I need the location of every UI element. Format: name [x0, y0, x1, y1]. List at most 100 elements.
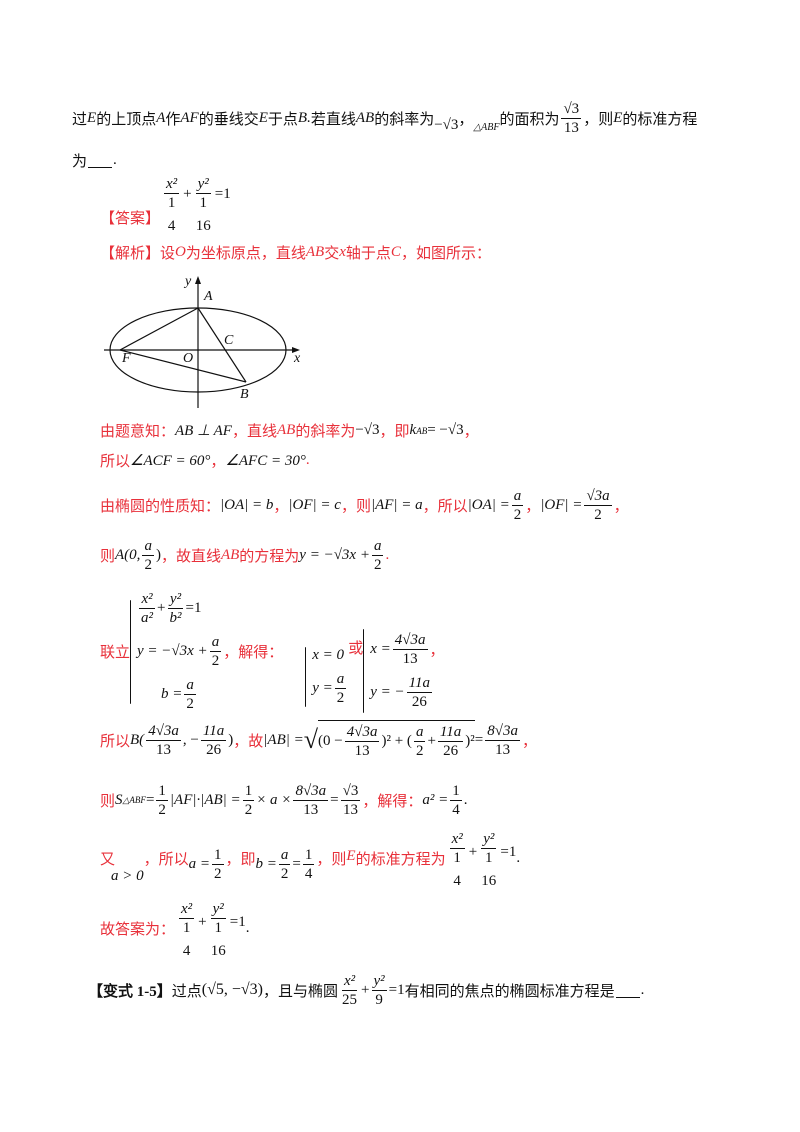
term-y: y² 1 16 [209, 900, 228, 960]
text: . [385, 546, 390, 563]
text: 作 [165, 111, 181, 128]
math: y = − [370, 683, 405, 700]
denominator: 1 [453, 850, 461, 866]
numerator: a [209, 634, 222, 652]
numerator: y² [167, 591, 184, 609]
numerator: 11a [200, 722, 227, 741]
math-A: A [156, 109, 166, 126]
math-point: (√5, −√3) [201, 981, 264, 998]
math-E: E [613, 109, 623, 126]
y-axis-arrow-icon [195, 276, 201, 284]
math: b = [255, 856, 277, 872]
text: ，则 [340, 498, 371, 515]
denominator: 13 [156, 741, 172, 758]
math: a > 0 [111, 868, 144, 884]
math: y = −√3x + [299, 546, 370, 563]
math: = [145, 791, 155, 808]
segment-AB [197, 307, 247, 383]
math-slope: −√3 [434, 116, 459, 133]
text: ， [463, 424, 479, 440]
numerator: x² [179, 901, 195, 919]
math: y = [312, 679, 333, 696]
equals-one: =1 [500, 844, 517, 860]
question-line-1: 过 E 的上顶点 A 作 AF 的垂线交 E 于点 B. 若直线 AB 的斜率为… [72, 98, 697, 138]
denominator: 9 [375, 991, 383, 1008]
math: S [115, 791, 123, 808]
math: ∠AFC = 30° [225, 453, 306, 469]
denominator: 13 [402, 650, 418, 667]
numerator: y² [210, 901, 226, 919]
denominator-note: 4 [182, 943, 191, 959]
numerator: 11a [406, 674, 433, 693]
denominator: 4 [452, 801, 460, 818]
analysis-label: 【解析】 [100, 246, 161, 262]
numerator: a [371, 537, 384, 556]
plus: + [157, 600, 166, 616]
text: 为坐标原点，直线 [185, 246, 306, 262]
solution-2: x = 4√3a 13， y = −11a 26 [370, 631, 445, 710]
math: |OF| = [540, 496, 583, 513]
equals-one: =1 [229, 914, 246, 930]
denominator: 1 [485, 850, 493, 866]
math-C: C [390, 244, 401, 260]
text: 过点 [171, 983, 202, 1000]
term-x: x² 1 4 [177, 900, 196, 960]
numerator: a [142, 537, 154, 556]
text: ，且与椭圆 [263, 983, 339, 1000]
plus: + [183, 185, 192, 202]
equals-one: =1 [185, 600, 202, 616]
denominator: 2 [513, 506, 522, 523]
math: = −√3 [427, 422, 464, 438]
segment-FB [119, 349, 247, 383]
numerator: a [278, 847, 291, 865]
numerator: x² [341, 972, 358, 991]
numerator: x² [139, 591, 155, 609]
variant-label: 【变式 1-5】 [88, 983, 172, 1000]
text: 由椭圆的性质知： [100, 498, 221, 515]
numerator: 8√3a [293, 782, 329, 801]
math: a = [188, 856, 211, 872]
math: |AF| = a [370, 496, 423, 513]
math: A(0, [115, 546, 141, 563]
analysis-line: 【解析】 设 O 为坐标原点，直线 AB 交 x 轴于点 C ，如图所示： [100, 242, 491, 263]
numerator: a [184, 677, 196, 695]
text: 的标准方程 [622, 111, 698, 128]
text: 若直线 [310, 111, 356, 128]
text: 所以 [100, 733, 131, 750]
numerator: y² [195, 176, 211, 194]
text: 轴于点 [345, 246, 391, 262]
math: ∠ACF = 60° [130, 453, 211, 469]
denominator: 4 [304, 866, 313, 882]
area-fraction: √3 13 [561, 100, 582, 137]
text: ， [458, 111, 474, 128]
numerator: 4√3a [146, 722, 181, 741]
text: . [640, 981, 645, 998]
answer-blank [615, 983, 640, 998]
numerator: 1 [302, 847, 315, 865]
math: −√3 [355, 422, 380, 438]
text: ，解得： [223, 645, 284, 661]
answer-label: 【答案】 [100, 210, 161, 227]
step-9: 故答案为： x² 1 4 + y² 1 16 =1. [100, 900, 250, 960]
text: 则 [100, 548, 116, 565]
denominator: 13 [354, 743, 370, 759]
text: 的标准方程为 [355, 852, 446, 868]
math: × a × [256, 791, 292, 808]
math: B( [130, 731, 145, 748]
answer-line: 【答案】 x² 1 4 + y² 1 16 =1 [100, 175, 231, 235]
denominator: a² [141, 610, 154, 626]
text: 设 [160, 246, 176, 262]
denominator: 2 [144, 556, 152, 573]
plus: + [361, 981, 370, 998]
numerator: y² [371, 972, 387, 991]
numerator: 4√3a [392, 631, 428, 650]
math: |AB| = [263, 731, 304, 748]
denominator: 2 [415, 743, 424, 759]
numerator: x² [164, 176, 180, 194]
solution-1: x = 0 y = a 2 [312, 647, 348, 707]
text: ， [210, 454, 226, 470]
plus: + [468, 844, 478, 860]
text: 有相同的焦点的椭圆标准方程是 [404, 983, 615, 1000]
denominator: 2 [214, 866, 222, 882]
math-x: x [339, 244, 346, 260]
